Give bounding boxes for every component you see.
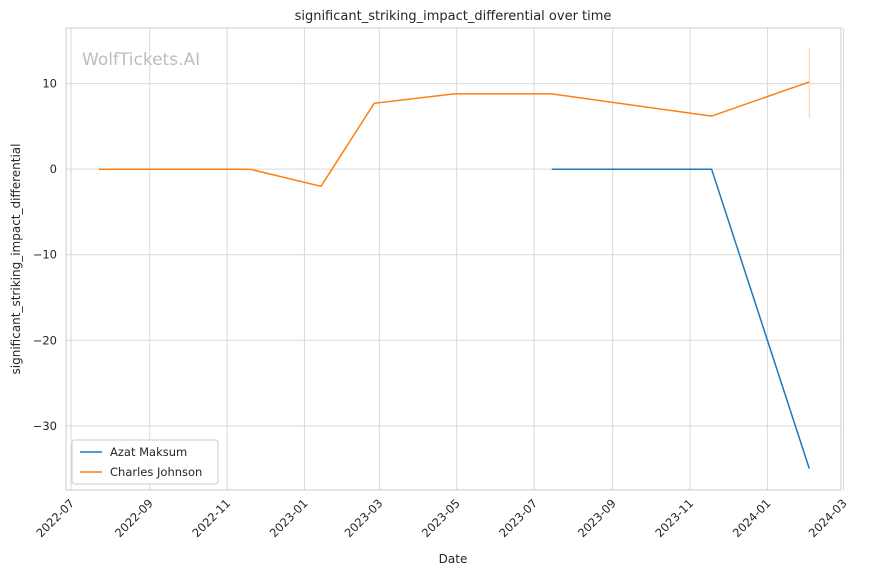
legend: Azat Maksum Charles Johnson [71, 439, 219, 485]
x-tick-label: 2023-03 [342, 496, 386, 540]
plot-background [66, 28, 841, 490]
x-tick-label: 2023-11 [652, 496, 696, 540]
x-tick-label: 2023-07 [496, 496, 540, 540]
plot-border [65, 27, 842, 491]
legend-entry: Charles Johnson [110, 465, 202, 479]
x-tick-label: 2022-09 [112, 496, 156, 540]
watermark: WolfTickets.AI [82, 50, 200, 70]
y-tick-label: 10 [42, 77, 57, 91]
x-tick-label: 2023-05 [419, 496, 463, 540]
x-tick-label: 2024-01 [730, 496, 774, 540]
y-tick-label: −20 [33, 333, 57, 347]
series-lines [99, 47, 811, 469]
x-tick-label: 2024-03 [806, 496, 850, 540]
series-line-azat-maksum [551, 168, 811, 469]
x-axis: 2022-07 2022-09 2022-11 2023-01 2023-03 2023-… [33, 496, 849, 540]
chart-title: significant_striking_impact_differential… [295, 9, 612, 24]
x-tick-label: 2023-09 [575, 496, 619, 540]
x-axis-label: Date [439, 552, 468, 566]
y-axis-label: significant_striking_impact_differential [9, 144, 23, 375]
x-tick-label: 2022-07 [33, 496, 77, 540]
y-tick-label: −30 [33, 419, 57, 433]
series-line-charles-johnson [99, 81, 810, 188]
x-tick-label: 2023-01 [267, 496, 311, 540]
x-tick-label: 2022-11 [189, 496, 233, 540]
y-tick-label: 0 [50, 162, 57, 176]
y-tick-label: −10 [33, 248, 57, 262]
y-axis: 10 0 −10 −20 −30 [33, 77, 57, 433]
legend-box [71, 439, 219, 485]
legend-entry: Azat Maksum [110, 445, 187, 459]
